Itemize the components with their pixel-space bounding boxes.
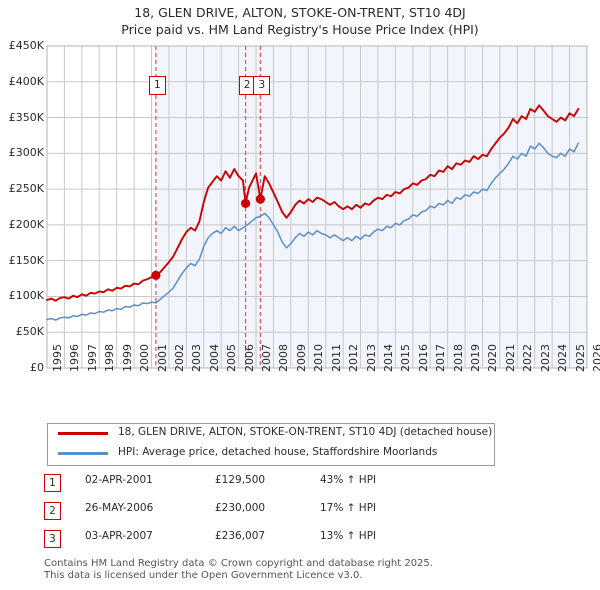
x-axis-tick-label: 2021 (503, 344, 517, 372)
x-axis-tick-label: 2023 (538, 344, 552, 372)
sale-point-2 (240, 198, 251, 209)
y-axis-tick-label: £250K (8, 182, 44, 196)
y-axis-tick-label: £400K (8, 74, 44, 88)
x-axis-tick-label: 2004 (207, 344, 221, 372)
transaction-hpi-delta: 13% ↑ HPI (320, 530, 377, 542)
y-axis-tick-label: £100K (8, 289, 44, 303)
transaction-index-badge: 1 (44, 474, 61, 492)
table-row: 1 02-APR-2001 £129,500 43% ↑ HPI (0, 474, 600, 500)
title-line-1: 18, GLEN DRIVE, ALTON, STOKE-ON-TRENT, S… (134, 5, 466, 20)
table-row: 2 26-MAY-2006 £230,000 17% ↑ HPI (0, 502, 600, 528)
x-axis-tick-label: 2012 (347, 344, 361, 372)
transaction-index-badge: 2 (44, 502, 61, 520)
x-axis-tick-label: 2010 (312, 344, 326, 372)
legend-row-hpi: HPI: Average price, detached house, Staf… (48, 444, 494, 464)
x-axis-tick-label: 2024 (556, 344, 570, 372)
sale-point-1 (151, 270, 161, 280)
series-line (46, 104, 580, 302)
y-axis-tick-label: £50K (15, 325, 44, 339)
x-axis-tick-label: 1996 (68, 344, 82, 372)
y-axis-tick-label: £150K (8, 253, 44, 267)
footer-attribution: Contains HM Land Registry data © Crown c… (44, 558, 584, 582)
transaction-price: £230,000 (215, 502, 266, 514)
page-title: 18, GLEN DRIVE, ALTON, STOKE-ON-TRENT, S… (0, 0, 600, 38)
transaction-price: £236,007 (215, 530, 266, 542)
price-history-chart (46, 45, 588, 369)
sale-point-3 (255, 194, 265, 204)
x-axis-tick-label: 2002 (172, 344, 186, 372)
transaction-index-badge: 3 (44, 530, 61, 548)
title-line-2: Price paid vs. HM Land Registry's House … (121, 22, 479, 37)
table-row: 3 03-APR-2007 £236,007 13% ↑ HPI (0, 530, 600, 556)
x-axis-tick-label: 2008 (277, 344, 291, 372)
footer-line-1: Contains HM Land Registry data © Crown c… (44, 558, 433, 569)
legend-label-hpi: HPI: Average price, detached house, Staf… (118, 446, 438, 458)
x-axis-tick-label: 2013 (364, 344, 378, 372)
x-axis-tick-label: 1997 (85, 344, 99, 372)
x-axis-tick-label: 2005 (225, 344, 239, 372)
footer-line-2: This data is licensed under the Open Gov… (44, 570, 363, 581)
x-axis-tick-label: 2017 (434, 344, 448, 372)
x-axis-tick-label: 2020 (486, 344, 500, 372)
transaction-date: 03-APR-2007 (85, 530, 153, 542)
plot-tint-band (155, 46, 587, 368)
x-axis-tick-label: 2025 (573, 344, 587, 372)
legend-swatch-hpi (58, 452, 108, 455)
x-axis-tick-label: 2026 (591, 344, 600, 372)
marker-box-1[interactable]: 1 (148, 76, 166, 95)
x-axis-tick-label: 2006 (242, 344, 256, 372)
chart-legend: 18, GLEN DRIVE, ALTON, STOKE-ON-TRENT, S… (47, 423, 495, 466)
x-axis-tick-label: 1995 (51, 344, 64, 372)
x-axis-tick-label: 2009 (294, 344, 308, 372)
x-axis-tick-label: 2001 (155, 344, 169, 372)
transaction-date: 02-APR-2001 (85, 474, 153, 486)
legend-swatch-property (58, 432, 108, 435)
transaction-hpi-delta: 17% ↑ HPI (320, 502, 377, 514)
legend-row-property: 18, GLEN DRIVE, ALTON, STOKE-ON-TRENT, S… (48, 424, 494, 444)
x-axis-tick-label: 2011 (329, 344, 343, 372)
x-axis-tick-label: 2018 (451, 344, 465, 372)
plot-frame (46, 45, 588, 369)
x-axis-tick-label: 2003 (190, 344, 204, 372)
transaction-price: £129,500 (215, 474, 266, 486)
x-axis-tick-label: 2016 (416, 344, 430, 372)
marker-box-3[interactable]: 3 (253, 76, 271, 95)
x-axis-tick-label: 1998 (103, 344, 117, 372)
y-axis-tick-label: £200K (8, 217, 44, 231)
y-axis-tick-label: £0 (30, 361, 44, 374)
x-axis-tick-label: 2019 (469, 344, 483, 372)
y-axis-tick-label: £350K (8, 110, 44, 124)
x-axis-tick-label: 2022 (521, 344, 535, 372)
legend-label-property: 18, GLEN DRIVE, ALTON, STOKE-ON-TRENT, S… (118, 426, 493, 438)
x-axis-tick-label: 2007 (260, 344, 274, 372)
x-axis-tick-label: 2000 (138, 344, 152, 372)
x-axis-tick-label: 1999 (120, 344, 134, 372)
x-axis-tick-label: 2014 (381, 344, 395, 372)
transaction-date: 26-MAY-2006 (85, 502, 154, 514)
series-line (46, 142, 580, 321)
y-axis-tick-label: £450K (8, 39, 44, 52)
x-axis-tick-label: 2015 (399, 344, 413, 372)
transaction-hpi-delta: 43% ↑ HPI (320, 474, 377, 486)
y-axis-tick-label: £300K (8, 146, 44, 160)
